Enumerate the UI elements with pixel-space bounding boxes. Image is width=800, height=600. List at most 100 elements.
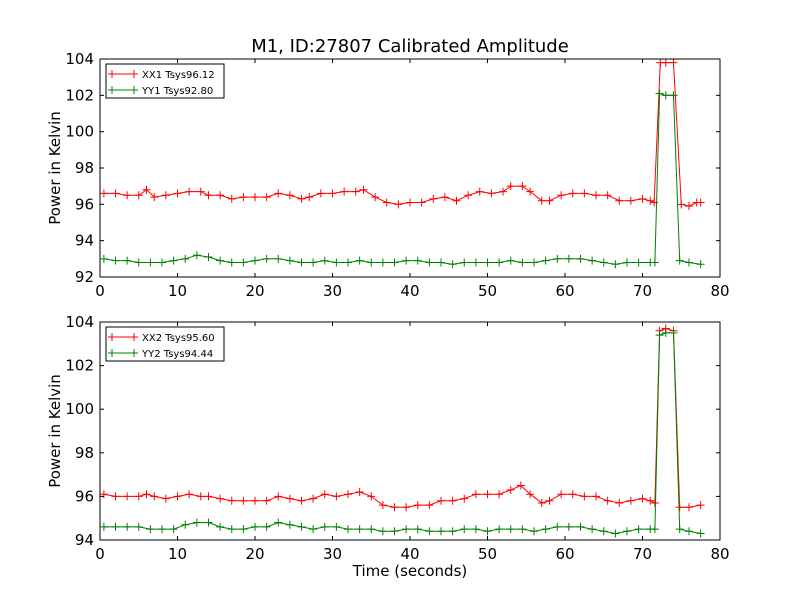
data-point [626,496,635,505]
data-point [661,91,670,100]
legend-swatch-marker [108,86,116,94]
data-point [158,525,166,534]
legend-swatch-marker [108,70,116,78]
legend-swatch-marker [130,70,138,78]
data-point [429,194,438,203]
data-point [274,254,283,263]
data-point [599,527,608,536]
data-point [650,498,659,507]
data-point [305,193,314,202]
data-point [169,525,178,534]
data-point [251,193,259,202]
data-point [262,522,271,531]
data-point [146,525,155,534]
data-point [123,191,132,200]
data-point [530,258,538,267]
data-point [196,187,205,196]
data-point [367,258,376,267]
data-point [506,485,515,494]
data-point [425,501,434,510]
data-point [518,182,527,191]
data-point [460,258,469,267]
data-point [150,492,159,501]
data-point [553,522,562,531]
x-tick-label: 0 [95,282,105,300]
data-point [297,496,306,505]
data-point [623,258,631,267]
data-point [111,189,120,198]
data-point [615,196,624,205]
data-point [483,490,492,499]
data-point [355,525,364,534]
data-point [580,189,589,198]
data-point [460,494,469,503]
data-point [599,258,608,267]
series-2-2 [99,328,705,538]
data-point [685,202,693,211]
data-point [568,490,577,499]
plot-2: 0 10 20 30 40 50 60 70 80 94 96 98 100 102 104 Power in… [46,313,730,580]
data-point [123,522,132,531]
x-axis-label: Time (seconds) [352,562,468,580]
y-tick-label: 98 [75,159,94,177]
data-point [216,191,225,200]
data-point [696,198,705,207]
x-tick-label: 40 [400,545,419,563]
data-point [413,501,422,510]
series-1-1 [99,58,705,211]
legend-label: XX2 Tsys95.60 [142,333,215,344]
data-point [437,496,445,505]
data-point [332,492,341,501]
data-point [111,492,120,501]
data-point [564,254,573,263]
y-tick-label: 96 [75,195,94,213]
data-point [675,256,684,265]
data-point [685,503,693,512]
data-point [464,191,473,200]
legend-label: YY1 Tsys92.80 [141,86,213,97]
x-tick-label: 70 [633,545,652,563]
data-point [611,260,620,269]
data-point [146,258,155,267]
x-tick-label: 20 [245,545,264,563]
data-point [638,494,647,503]
y-tick-label: 94 [75,531,94,549]
data-point [262,254,271,263]
data-point [158,258,166,267]
data-point [367,525,376,534]
data-point [402,525,411,534]
data-point [390,527,399,536]
data-point [675,525,684,534]
x-tick-label: 20 [245,282,264,300]
legend-swatch-marker [108,333,116,341]
data-point [413,256,422,265]
data-point [685,527,693,536]
data-point [239,258,248,267]
data-point [634,525,643,534]
data-point [425,527,434,536]
data-point [378,501,387,510]
legend: XX2 Tsys95.60 YY2 Tsys94.44 [105,326,225,362]
x-tick-label: 50 [478,282,497,300]
data-point [448,260,457,269]
chart-title: M1, ID:27807 Calibrated Amplitude [251,36,569,57]
data-point [483,258,492,267]
data-point [634,258,643,267]
data-point [506,525,515,534]
data-point [285,191,294,200]
data-point [355,488,364,497]
data-point [425,258,434,267]
data-point [615,498,624,507]
legend-label: YY2 Tsys94.44 [141,349,213,360]
data-point [518,258,527,267]
data-point [568,189,577,198]
data-point [603,191,612,200]
y-tick-label: 94 [75,232,94,250]
data-point [150,193,159,202]
legend-box [105,63,225,99]
data-point [161,494,170,503]
x-tick-label: 70 [633,282,652,300]
data-point [475,187,484,196]
x-tick-label: 40 [400,282,419,300]
